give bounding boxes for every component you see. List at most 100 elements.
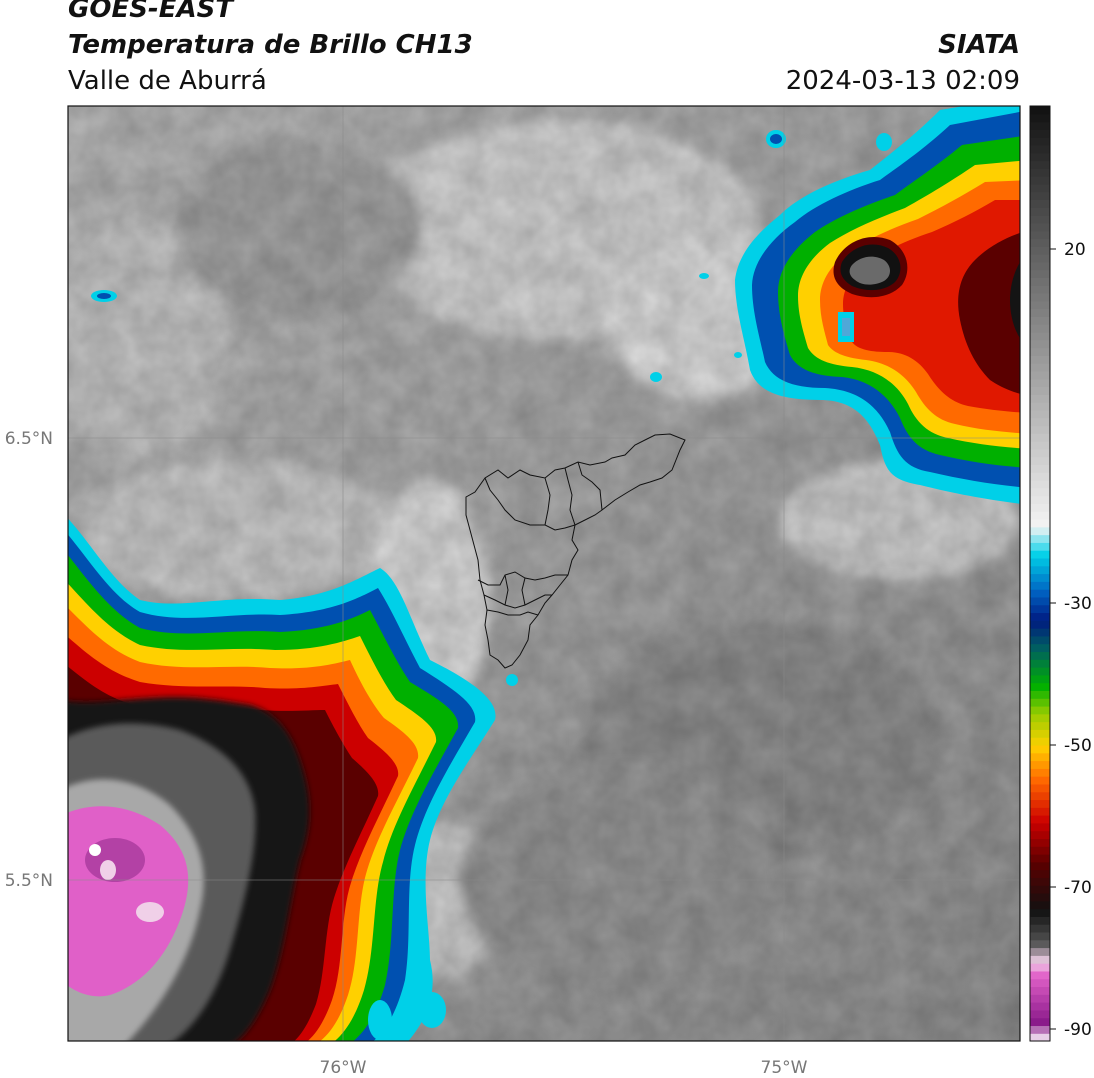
valle-de-aburra-boundaries <box>465 433 686 669</box>
lat-label-6-5: 6.5°N <box>5 429 53 449</box>
colorbar-band <box>1030 518 1050 528</box>
colorbar-band <box>1030 978 1050 988</box>
colorbar-band <box>1030 176 1050 185</box>
lon-label-75: 75°W <box>761 1058 808 1078</box>
colorbar-band <box>1030 947 1050 956</box>
colorbar-band <box>1030 924 1050 933</box>
colorbar-band <box>1030 783 1050 793</box>
colorbar-band <box>1030 581 1050 590</box>
colorbar-band <box>1030 246 1050 255</box>
colorbar-band <box>1030 892 1050 902</box>
colorbar-tick-minus90: -90 <box>1064 1020 1092 1040</box>
colorbar-band <box>1030 1002 1050 1011</box>
satellite-imagery <box>68 106 1020 1041</box>
colorbar-band <box>1030 168 1050 177</box>
colorbar-band <box>1030 955 1050 964</box>
colorbar-band <box>1030 199 1050 208</box>
colorbar-band <box>1030 308 1050 317</box>
colorbar-band <box>1030 355 1050 364</box>
colorbar-band <box>1030 635 1050 645</box>
colorbar-band <box>1030 183 1050 193</box>
colorbar-band <box>1030 215 1050 224</box>
colorbar-band <box>1030 565 1050 575</box>
colorbar-band <box>1030 487 1050 497</box>
colorbar-band <box>1030 347 1050 356</box>
colorbar-tick-minus70: -70 <box>1064 878 1092 898</box>
colorbar-band <box>1030 908 1050 917</box>
colorbar-band <box>1030 612 1050 621</box>
colorbar-band <box>1030 682 1050 691</box>
colorbar-band <box>1030 830 1050 840</box>
colorbar-band <box>1030 331 1050 341</box>
colorbar-band <box>1030 137 1050 146</box>
colorbar: 20 -30 -50 -70 -90 <box>1029 105 1092 1042</box>
colorbar-band <box>1030 705 1050 715</box>
colorbar-band <box>1030 370 1050 380</box>
colorbar-band <box>1030 861 1050 871</box>
colorbar-band <box>1030 542 1050 551</box>
colorbar-band <box>1030 838 1050 847</box>
lon-label-76: 76°W <box>320 1058 367 1078</box>
colorbar-band <box>1030 277 1050 286</box>
colorbar-band <box>1030 557 1050 567</box>
colorbar-band <box>1030 448 1050 458</box>
colorbar-tick-minus50: -50 <box>1064 736 1092 756</box>
colorbar-band <box>1030 222 1050 232</box>
lat-label-5-5: 5.5°N <box>5 871 53 891</box>
colorbar-band <box>1030 713 1050 723</box>
colorbar-band <box>1030 402 1050 411</box>
colorbar-band <box>1030 433 1050 442</box>
colorbar-band <box>1030 121 1050 130</box>
colorbar-band <box>1030 799 1050 808</box>
colorbar-band <box>1030 456 1050 466</box>
colorbar-band <box>1030 628 1050 637</box>
colorbar-band <box>1030 822 1050 832</box>
colorbar-band <box>1030 534 1050 543</box>
colorbar-band <box>1030 269 1050 279</box>
colorbar-band <box>1030 106 1050 115</box>
satellite-title: GOES-EAST <box>68 0 234 24</box>
graticule <box>68 106 1020 1041</box>
colorbar-band <box>1030 698 1050 707</box>
colorbar-band <box>1030 160 1050 169</box>
colorbar-band <box>1030 378 1050 388</box>
northeast-storm-cell <box>735 106 1020 504</box>
colorbar-band <box>1030 152 1050 162</box>
colorbar-band <box>1030 667 1050 676</box>
colorbar-band <box>1030 386 1050 395</box>
colorbar-band <box>1030 480 1050 489</box>
colorbar-band <box>1030 293 1050 302</box>
colorbar-band <box>1030 690 1050 699</box>
colorbar-band <box>1030 768 1050 777</box>
colorbar-band <box>1030 207 1050 216</box>
colorbar-band <box>1030 596 1050 606</box>
colorbar-band <box>1030 760 1050 769</box>
colorbar-band <box>1030 285 1050 294</box>
product-title: Temperatura de Brillo CH13 <box>68 30 473 60</box>
colorbar-band <box>1030 550 1050 559</box>
colorbar-band <box>1030 129 1050 138</box>
southwest-storm-cell <box>68 518 496 1041</box>
colorbar-band <box>1030 1017 1050 1027</box>
colorbar-band <box>1030 986 1050 995</box>
colorbar-band <box>1030 931 1050 941</box>
colorbar-band <box>1030 604 1050 614</box>
colorbar-band <box>1030 511 1050 520</box>
colorbar-band <box>1030 674 1050 684</box>
colorbar-band <box>1030 885 1050 894</box>
isolated-cold-spots <box>91 130 892 1040</box>
colorbar-band <box>1030 573 1050 582</box>
colorbar-band <box>1030 417 1050 427</box>
colorbar-band <box>1030 854 1050 863</box>
colorbar-band <box>1030 752 1050 762</box>
datetime-label: 2024-03-13 02:09 <box>785 66 1020 96</box>
colorbar-band <box>1030 394 1050 403</box>
colorbar-band <box>1030 791 1050 801</box>
colorbar-band <box>1030 526 1050 536</box>
colorbar-band <box>1030 776 1050 785</box>
colorbar-band <box>1030 651 1050 660</box>
colorbar-band <box>1030 1009 1050 1019</box>
region-subtitle: Valle de Aburrá <box>68 66 267 96</box>
colorbar-band <box>1030 472 1050 481</box>
